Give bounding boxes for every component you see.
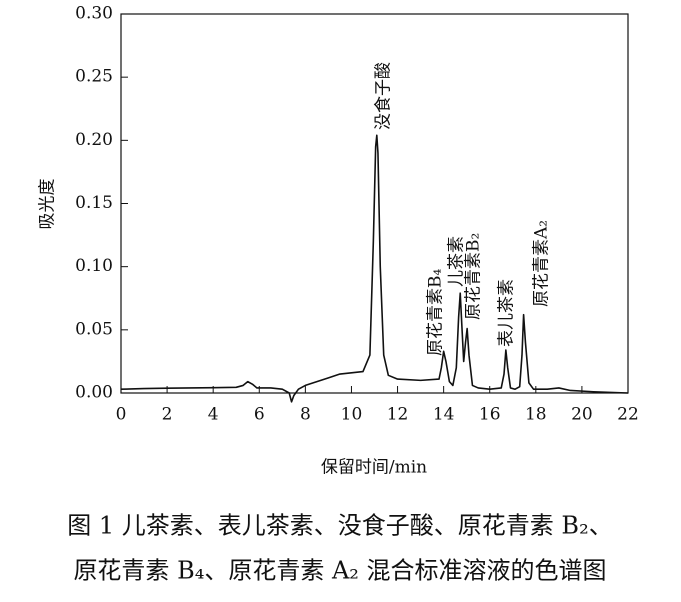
caption-line: 图 1 儿茶素、表儿茶素、没食子酸、原花青素 B₂、 [67,512,612,540]
x-tick-label: 18 [525,405,547,425]
peak-label: 表儿茶素 [497,279,517,347]
peak-label: 原花青素B₂ [464,233,484,320]
y-tick-label: 0.05 [75,319,113,339]
y-tick-label: 0.30 [75,4,113,24]
x-axis-label: 保留时间/min [321,458,427,478]
y-tick-label: 0.15 [75,193,113,213]
x-tick-label: 4 [208,405,219,425]
x-tick-label: 0 [116,405,127,425]
y-tick-label: 0.10 [75,256,113,276]
peak-label: 儿茶素 [447,236,467,287]
x-tick-label: 8 [300,405,311,425]
x-tick-label: 6 [254,405,265,425]
chromatogram-line [120,134,629,403]
caption-line: 原花青素 B₄、原花青素 A₂ 混合标准溶液的色谱图 [73,557,606,585]
y-axis-label: 吸光度 [38,179,58,230]
x-tick-label: 16 [479,405,501,425]
peak-label: 没食子酸 [374,62,394,130]
x-tick-label: 14 [433,405,455,425]
x-tick-label: 22 [617,405,639,425]
x-tick-label: 2 [162,405,173,425]
peak-label: 原花青素B₄ [426,269,446,356]
y-tick-label: 0.20 [75,130,113,150]
y-tick-label: 0.25 [75,67,113,87]
y-tick-label: 0.00 [75,383,113,403]
x-tick-label: 12 [387,405,409,425]
peak-label: 原花青素A₂ [532,220,552,307]
x-tick-label: 10 [341,405,363,425]
x-tick-label: 20 [571,405,593,425]
